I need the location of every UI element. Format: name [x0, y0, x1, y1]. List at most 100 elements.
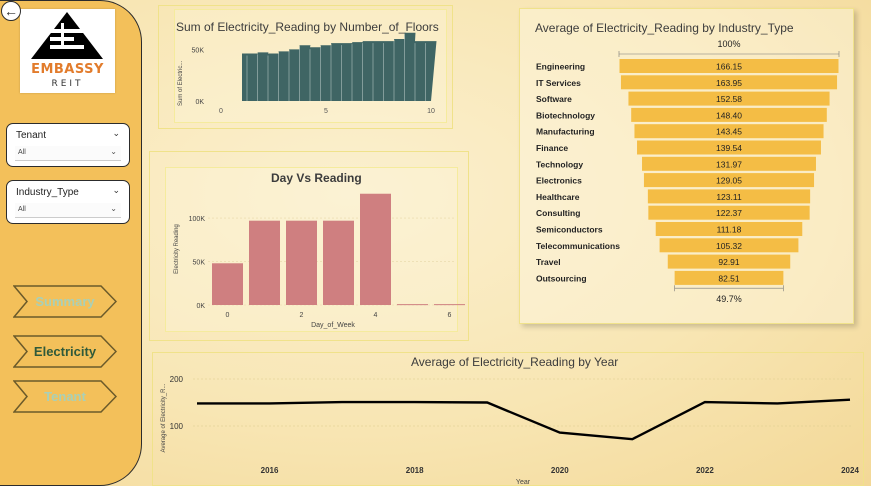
x-tick-label: 5: [324, 108, 328, 115]
funnel-category-label: IT Services: [536, 78, 581, 88]
funnel-bar: [667, 254, 791, 269]
funnel-category-label: Travel: [536, 257, 561, 267]
funnel-bar: [659, 238, 799, 253]
funnel-value-label: 92.91: [718, 257, 740, 267]
industry-funnel-card: Average of Electricity_Reading by Indust…: [519, 8, 854, 324]
year-line: [197, 398, 851, 441]
funnel-value-label: 122.37: [716, 208, 742, 218]
industry-type-dropdown[interactable]: All ⌄: [15, 203, 121, 218]
funnel-bar: [648, 205, 810, 220]
y-axis-label: Average of Electricity_R...: [161, 383, 167, 452]
y-tick-label: 0K: [195, 99, 204, 106]
funnel-value-label: 143.45: [716, 127, 742, 137]
funnel-bar: [620, 75, 838, 90]
embassy-reit-logo: EMBASSY REIT: [20, 9, 115, 93]
nav-tenant-label: Tenant: [44, 389, 86, 404]
funnel-bar: [642, 156, 816, 171]
x-tick-label: 10: [427, 108, 435, 115]
x-tick-label: 4: [374, 312, 378, 319]
floors-chart-card: Sum of Electricity_Reading by Number_of_…: [158, 5, 453, 129]
nav-electricity-label: Electricity: [33, 344, 97, 359]
chart-title: Sum of Electricity_Reading by Number_of_…: [176, 20, 439, 34]
y-axis-label: Electricity Reading: [174, 224, 180, 274]
funnel-value-label: 129.05: [716, 176, 742, 186]
x-tick-label: 0: [219, 108, 223, 115]
funnel-top-label: 100%: [717, 39, 740, 49]
funnel-category-label: Telecommunications: [536, 241, 620, 251]
day-bar: [212, 263, 243, 305]
funnel-value-label: 111.18: [717, 225, 742, 235]
day-chart-plot: 0K 50K 100K 0 2 4 6 Day_of_Week Electricity Read…: [174, 193, 465, 329]
funnel-bar: [631, 107, 827, 122]
funnel-value-label: 148.40: [716, 110, 742, 120]
funnel-value-label: 82.51: [718, 273, 740, 283]
funnel-bar: [643, 173, 815, 188]
funnel-value-label: 139.54: [716, 143, 742, 153]
funnel-bottom-label: 49.7%: [716, 294, 742, 304]
day-bar: [286, 220, 317, 305]
industry-funnel-plot: 100% Engineering 166.15 IT Services 163.95 So…: [536, 39, 840, 304]
x-tick-label: 2016: [261, 466, 279, 475]
funnel-value-label: 152.58: [716, 94, 742, 104]
day-bar: [397, 304, 428, 306]
industry-type-slicer-title: Industry_Type: [16, 187, 79, 198]
funnel-category-label: Technology: [536, 159, 583, 169]
funnel-category-label: Healthcare: [536, 192, 580, 202]
caret-down-icon[interactable]: ⌄: [110, 204, 117, 213]
x-tick-label: 6: [448, 312, 452, 319]
industry-type-slicer[interactable]: Industry_Type ⌄ All ⌄: [6, 180, 130, 224]
floors-chart-plot: 0K 50K 0 5 10 Sum of Electric...: [178, 32, 437, 115]
chart-title: Average of Electricity_Reading by Year: [411, 355, 619, 369]
nav-summary-button[interactable]: Summary: [13, 285, 117, 318]
sidebar: EMBASSY REIT Tenant ⌄ All ⌄ Industry_Typ…: [0, 0, 142, 486]
funnel-category-label: Software: [536, 94, 572, 104]
chart-title: Day Vs Reading: [271, 171, 362, 185]
y-tick-label: 100K: [189, 216, 206, 223]
nav-electricity-button[interactable]: Electricity: [13, 335, 117, 368]
y-tick-label: 100: [170, 422, 184, 431]
y-axis-label: Sum of Electric...: [178, 60, 184, 106]
funnel-bar: [634, 124, 824, 139]
day-bar: [434, 304, 465, 306]
y-tick-label: 50K: [193, 260, 206, 267]
tenant-slicer-title: Tenant: [16, 130, 47, 141]
funnel-bar: [647, 189, 811, 204]
x-axis-label: Day_of_Week: [311, 322, 355, 329]
funnel-bar: [655, 222, 803, 236]
nav-tenant-button[interactable]: Tenant: [13, 380, 117, 413]
x-tick-label: 2022: [696, 466, 714, 475]
y-tick-label: 0K: [196, 303, 205, 310]
floors-area: [242, 32, 437, 101]
x-tick-label: 2020: [551, 466, 569, 475]
funnel-value-label: 123.11: [716, 192, 742, 202]
caret-down-icon[interactable]: ⌄: [110, 147, 117, 156]
x-axis-label: Year: [516, 479, 531, 486]
funnel-bar: [674, 270, 784, 285]
tenant-value: All: [18, 149, 26, 156]
funnel-category-label: Manufacturing: [536, 127, 595, 137]
back-arrow-icon[interactable]: ←: [1, 1, 21, 21]
funnel-value-label: 105.32: [716, 241, 742, 251]
chevron-down-icon[interactable]: ⌄: [112, 128, 120, 138]
funnel-bar: [637, 140, 821, 155]
funnel-category-label: Biotechnology: [536, 110, 595, 120]
chevron-down-icon[interactable]: ⌄: [112, 185, 120, 195]
y-tick-label: 50K: [192, 47, 205, 54]
funnel-category-label: Finance: [536, 143, 568, 153]
nav-summary-label: Summary: [35, 294, 95, 309]
year-chart-card: Average of Electricity_Reading by Year 1…: [152, 352, 864, 486]
industry-type-value: All: [18, 206, 26, 213]
x-tick-label: 0: [226, 312, 230, 319]
funnel-value-label: 163.95: [716, 78, 742, 88]
day-bar: [249, 220, 280, 305]
logo-name: EMBASSY: [31, 62, 104, 77]
funnel-category-label: Semiconductors: [536, 225, 603, 235]
day-bar: [323, 220, 354, 305]
tenant-dropdown[interactable]: All ⌄: [15, 146, 121, 161]
y-tick-label: 200: [170, 375, 184, 384]
funnel-category-label: Outsourcing: [536, 273, 587, 283]
day-bar: [360, 193, 391, 305]
tenant-slicer[interactable]: Tenant ⌄ All ⌄: [6, 123, 130, 167]
x-tick-label: 2: [300, 312, 304, 319]
funnel-category-label: Engineering: [536, 62, 585, 72]
